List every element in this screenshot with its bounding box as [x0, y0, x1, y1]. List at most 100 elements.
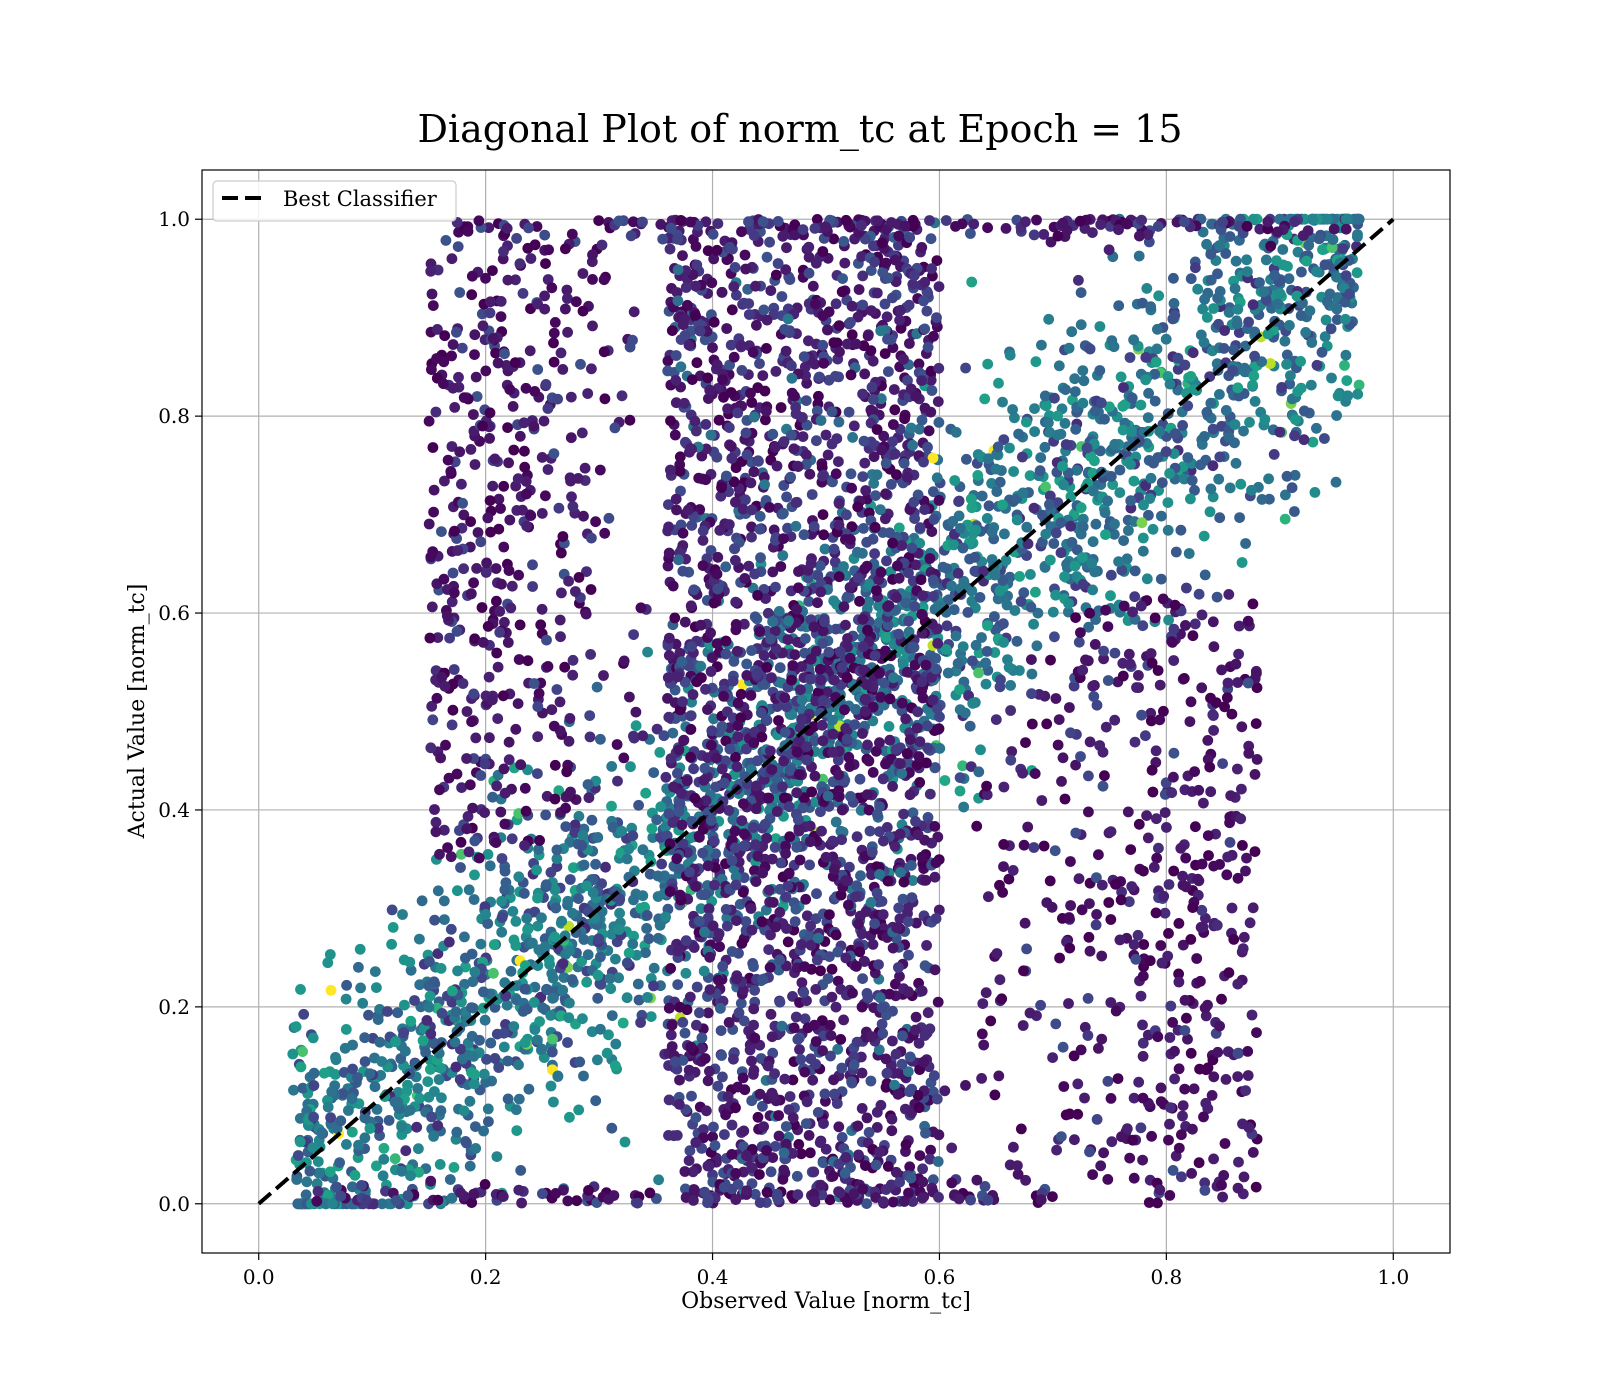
scatter-point	[904, 734, 916, 745]
scatter-point	[814, 663, 826, 675]
scatter-point	[685, 751, 696, 763]
scatter-point	[693, 472, 705, 484]
scatter-point	[1300, 327, 1312, 338]
scatter-point	[748, 411, 760, 423]
scatter-point	[930, 857, 942, 869]
scatter-point	[805, 653, 817, 665]
scatter-point	[800, 1118, 812, 1129]
scatter-point	[386, 904, 398, 916]
scatter-point	[341, 1139, 352, 1150]
scatter-point	[910, 816, 921, 827]
scatter-point	[470, 1143, 482, 1154]
scatter-point	[466, 1002, 477, 1013]
scatter-point	[799, 961, 810, 972]
scatter-point	[966, 276, 978, 288]
scatter-point	[882, 601, 893, 612]
scatter-point	[635, 1017, 646, 1028]
scatter-point	[862, 739, 873, 751]
scatter-point	[761, 662, 773, 673]
scatter-point	[747, 346, 759, 358]
scatter-point	[756, 916, 768, 928]
scatter-point	[613, 924, 625, 935]
scatter-point	[779, 726, 791, 738]
scatter-point	[1140, 352, 1152, 363]
scatter-point	[651, 723, 663, 735]
scatter-point	[564, 945, 576, 957]
scatter-point	[845, 534, 856, 545]
scatter-point	[777, 550, 789, 561]
scatter-point	[686, 641, 697, 652]
scatter-point	[761, 314, 773, 326]
scatter-point	[1145, 472, 1157, 484]
scatter-point	[690, 280, 701, 292]
scatter-point	[1077, 579, 1089, 590]
scatter-point	[750, 839, 761, 851]
scatter-point	[1289, 506, 1300, 517]
scatter-point	[1142, 412, 1154, 423]
chart-title: Diagonal Plot of norm_tc at Epoch = 15	[417, 107, 1182, 152]
scatter-point	[820, 429, 832, 441]
scatter-point	[595, 1023, 606, 1035]
scatter-point	[991, 486, 1003, 497]
scatter-point	[813, 371, 825, 383]
scatter-point	[720, 904, 732, 915]
scatter-point	[902, 916, 914, 927]
scatter-point	[782, 634, 794, 645]
scatter-point	[711, 752, 722, 764]
scatter-point	[917, 590, 929, 601]
scatter-point	[468, 1078, 480, 1090]
scatter-point	[705, 815, 717, 826]
scatter-point	[715, 1025, 727, 1036]
scatter-point	[564, 874, 576, 885]
scatter-point	[672, 671, 684, 683]
scatter-point	[921, 305, 933, 317]
scatter-point	[893, 572, 905, 584]
scatter-point	[669, 1056, 681, 1068]
scatter-point	[1069, 386, 1081, 397]
scatter-point	[889, 254, 901, 266]
scatter-point	[864, 825, 876, 837]
scatter-point	[666, 1041, 678, 1052]
scatter-point	[1246, 484, 1257, 496]
scatter-point	[1069, 560, 1081, 572]
scatter-point	[818, 529, 830, 541]
scatter-point	[886, 1113, 898, 1125]
scatter-point	[791, 1170, 803, 1182]
scatter-point	[729, 262, 741, 273]
scatter-point	[905, 422, 917, 434]
scatter-point	[519, 1037, 531, 1048]
scatter-point	[931, 312, 942, 323]
scatter-point	[459, 931, 470, 943]
scatter-point	[817, 339, 829, 351]
scatter-point	[811, 954, 823, 966]
scatter-point	[926, 263, 937, 274]
scatter-point	[741, 449, 753, 461]
scatter-point	[765, 1166, 777, 1178]
scatter-point	[823, 646, 835, 658]
scatter-point	[787, 1112, 799, 1123]
scatter-point	[1039, 441, 1051, 453]
scatter-point	[545, 867, 557, 878]
scatter-point	[746, 1095, 758, 1107]
scatter-point	[446, 985, 458, 997]
scatter-point	[1201, 406, 1213, 418]
scatter-point	[677, 250, 688, 261]
scatter-point	[922, 341, 934, 353]
scatter-point	[798, 351, 810, 363]
scatter-point	[1303, 239, 1315, 251]
scatter-point	[914, 777, 926, 788]
scatter-point	[685, 600, 697, 612]
scatter-point	[867, 394, 879, 405]
scatter-point	[871, 469, 883, 481]
scatter-point	[676, 656, 688, 668]
scatter-point	[859, 368, 871, 380]
scatter-point	[919, 323, 931, 335]
scatter-point	[1331, 410, 1342, 421]
scatter-point	[894, 1176, 905, 1188]
scatter-point	[383, 1115, 395, 1126]
scatter-point	[308, 1111, 319, 1123]
scatter-point	[409, 995, 420, 1006]
scatter-point	[1322, 296, 1333, 308]
scatter-point	[468, 1051, 480, 1062]
scatter-point	[700, 683, 711, 695]
